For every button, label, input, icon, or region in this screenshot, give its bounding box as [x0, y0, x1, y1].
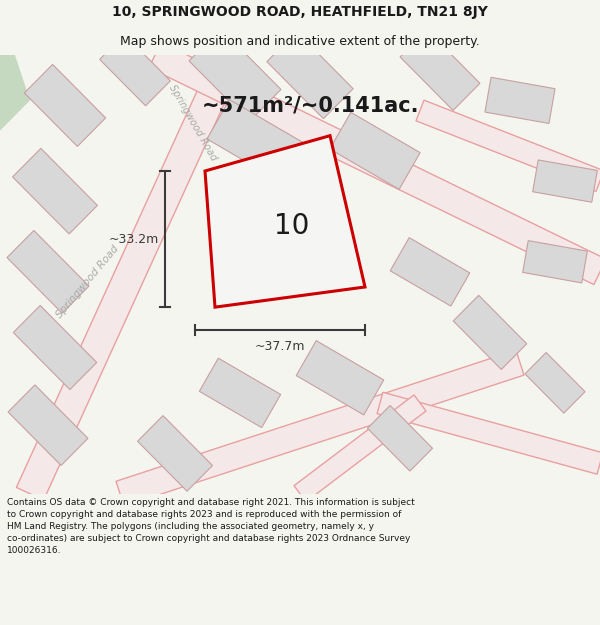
Polygon shape: [205, 136, 365, 307]
Polygon shape: [330, 112, 420, 189]
Polygon shape: [16, 49, 244, 500]
Polygon shape: [13, 306, 97, 389]
Polygon shape: [523, 241, 587, 283]
Polygon shape: [416, 100, 600, 191]
Text: Springwood Road: Springwood Road: [167, 83, 219, 162]
Polygon shape: [25, 64, 106, 146]
Polygon shape: [377, 392, 600, 474]
Polygon shape: [100, 34, 170, 106]
Text: ~571m²/~0.141ac.: ~571m²/~0.141ac.: [201, 96, 419, 116]
Polygon shape: [7, 231, 89, 313]
Polygon shape: [485, 78, 555, 124]
Polygon shape: [525, 352, 585, 413]
Polygon shape: [207, 99, 303, 182]
Polygon shape: [296, 341, 384, 415]
Text: Map shows position and indicative extent of the property.: Map shows position and indicative extent…: [120, 35, 480, 48]
Polygon shape: [294, 395, 426, 502]
Polygon shape: [149, 42, 600, 284]
Polygon shape: [8, 385, 88, 466]
Polygon shape: [267, 32, 353, 119]
Text: ~33.2m: ~33.2m: [109, 232, 159, 246]
Polygon shape: [400, 30, 480, 111]
Text: Springwood Road: Springwood Road: [55, 244, 121, 320]
Polygon shape: [453, 295, 527, 369]
Text: ~37.7m: ~37.7m: [255, 341, 305, 354]
Text: 10, SPRINGWOOD ROAD, HEATHFIELD, TN21 8JY: 10, SPRINGWOOD ROAD, HEATHFIELD, TN21 8J…: [112, 5, 488, 19]
Text: Contains OS data © Crown copyright and database right 2021. This information is : Contains OS data © Crown copyright and d…: [7, 498, 415, 555]
Polygon shape: [189, 29, 281, 121]
Polygon shape: [390, 238, 470, 306]
Polygon shape: [13, 148, 97, 234]
Polygon shape: [199, 358, 281, 428]
Polygon shape: [367, 406, 433, 471]
Polygon shape: [0, 55, 30, 131]
Polygon shape: [533, 160, 598, 202]
Polygon shape: [137, 416, 212, 491]
Text: 10: 10: [274, 213, 310, 241]
Polygon shape: [116, 350, 524, 506]
